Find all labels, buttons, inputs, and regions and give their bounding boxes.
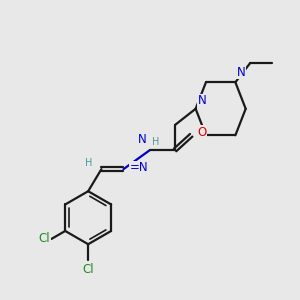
Text: N: N (198, 94, 207, 107)
Text: H: H (152, 137, 159, 147)
Text: =N: =N (130, 161, 148, 174)
Text: Cl: Cl (82, 263, 94, 276)
Text: Cl: Cl (38, 232, 50, 245)
Text: N: N (237, 66, 246, 79)
Text: H: H (85, 158, 93, 168)
Text: N: N (138, 134, 147, 146)
Text: O: O (197, 126, 206, 139)
